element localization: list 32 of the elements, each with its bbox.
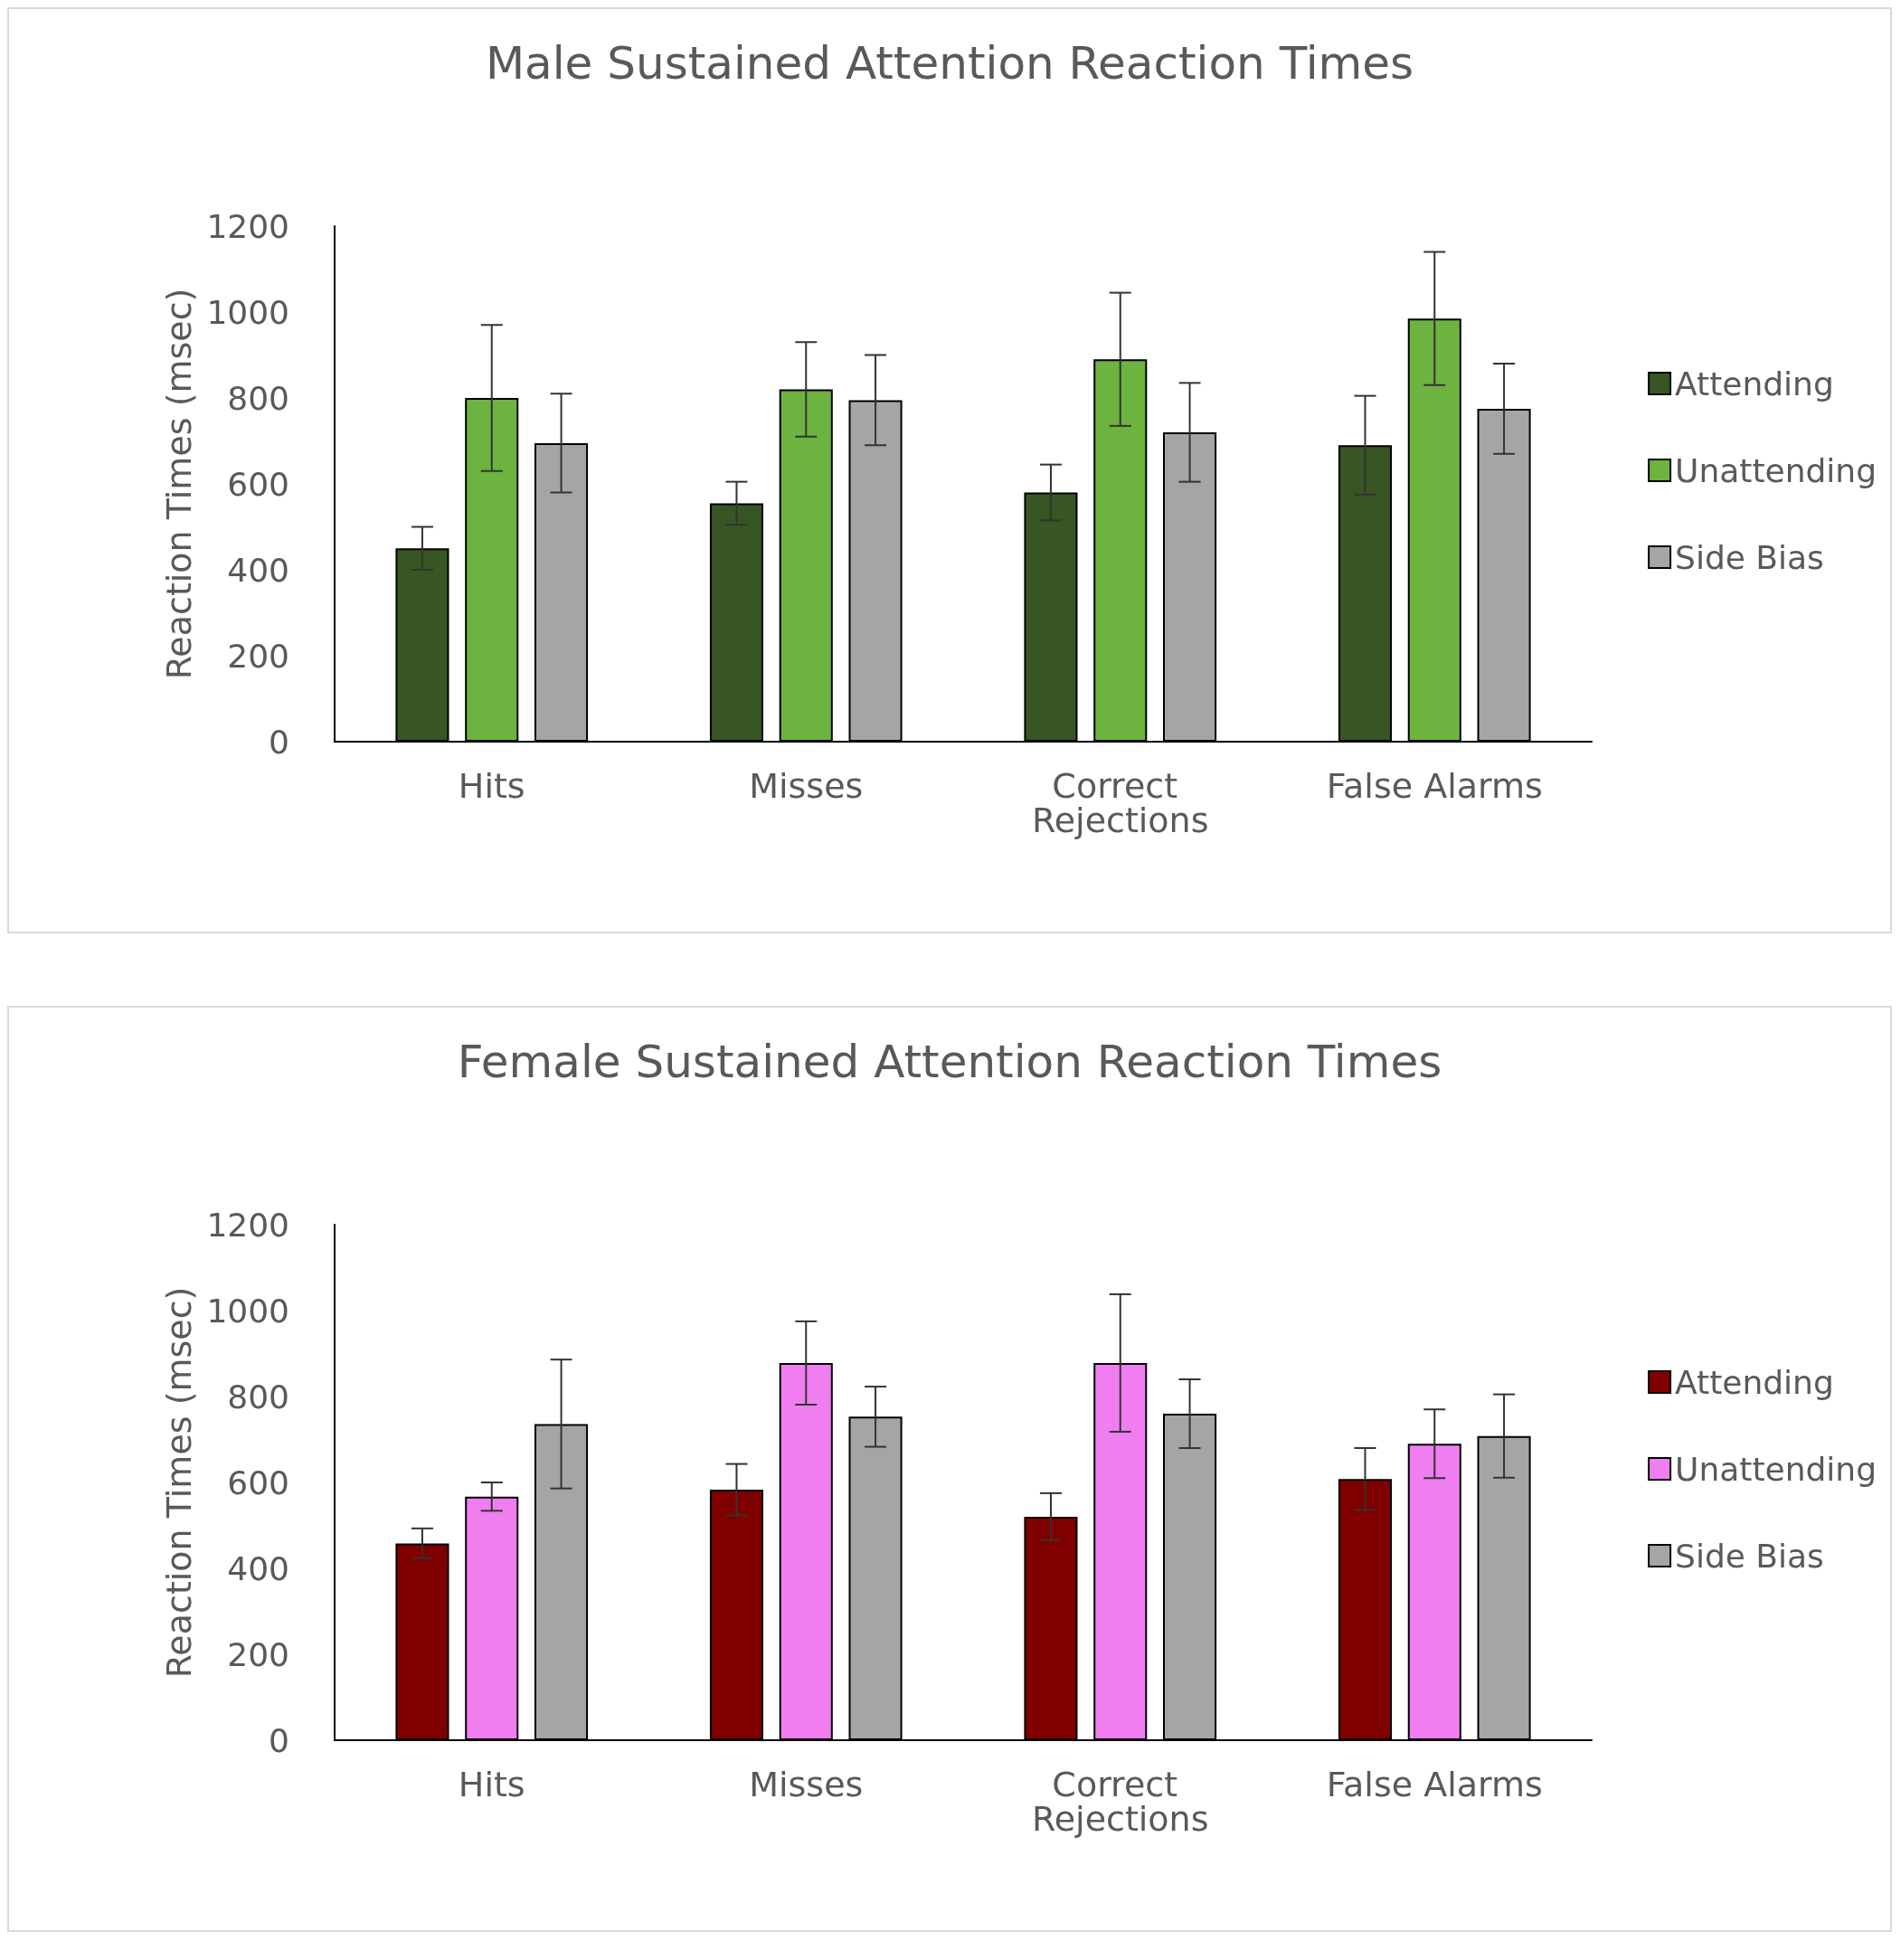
legend-label: Side Bias <box>1675 538 1824 576</box>
y-tick-label: 1200 <box>206 1206 289 1244</box>
y-tick-label: 1000 <box>206 293 289 331</box>
legend-label: Unattending <box>1675 1450 1877 1488</box>
x-tick-label: Hits <box>458 766 525 806</box>
x-tick-label: Hits <box>458 1765 525 1804</box>
y-tick-label: 1200 <box>206 207 289 245</box>
x-tick-label: Correct Rejections <box>1032 1765 1209 1839</box>
x-tick-label: Correct Rejections <box>1032 766 1209 840</box>
y-tick-label: 200 <box>227 1635 289 1673</box>
y-tick-label: 400 <box>227 1549 289 1587</box>
legend-label: Attending <box>1675 365 1834 402</box>
chart-title: Male Sustained Attention Reaction Times <box>485 37 1414 90</box>
y-axis-title: Reaction Times (msec) <box>159 1286 200 1679</box>
legend-label: Attending <box>1675 1363 1834 1401</box>
legend-label: Side Bias <box>1675 1537 1824 1575</box>
y-tick-label: 200 <box>227 637 289 675</box>
x-tick-label: Misses <box>749 1765 864 1804</box>
y-tick-label: 600 <box>227 465 289 503</box>
x-tick-label: False Alarms <box>1326 766 1543 806</box>
chart-title: Female Sustained Attention Reaction Times <box>457 1036 1442 1088</box>
y-tick-label: 800 <box>227 1378 289 1416</box>
x-tick-label: False Alarms <box>1326 1765 1543 1804</box>
y-tick-label: 800 <box>227 379 289 417</box>
y-tick-label: 1000 <box>206 1292 289 1330</box>
x-tick-label: Misses <box>749 766 864 806</box>
y-tick-label: 0 <box>269 1721 289 1759</box>
y-axis-title: Reaction Times (msec) <box>159 288 200 680</box>
y-tick-label: 400 <box>227 551 289 589</box>
legend-label: Unattending <box>1675 451 1877 489</box>
y-tick-label: 600 <box>227 1463 289 1501</box>
y-tick-label: 0 <box>269 723 289 761</box>
